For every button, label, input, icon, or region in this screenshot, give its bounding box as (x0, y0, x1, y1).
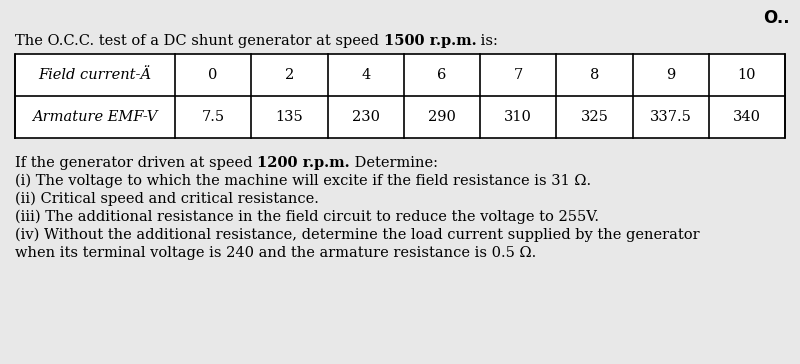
Text: 1200 r.p.m.: 1200 r.p.m. (257, 156, 350, 170)
Text: 8: 8 (590, 68, 599, 82)
Text: 325: 325 (581, 110, 608, 124)
Text: 6: 6 (437, 68, 446, 82)
Text: Armature EMF-V: Armature EMF-V (32, 110, 158, 124)
Text: 337.5: 337.5 (650, 110, 691, 124)
Text: 0: 0 (209, 68, 218, 82)
Text: 1500 r.p.m.: 1500 r.p.m. (383, 34, 476, 48)
Bar (15, 54, 785, 138)
Text: O..: O.. (763, 9, 790, 27)
Text: 10: 10 (738, 68, 756, 82)
Text: (iii) The additional resistance in the field circuit to reduce the voltage to 25: (iii) The additional resistance in the f… (15, 210, 599, 224)
Text: 340: 340 (733, 110, 761, 124)
Text: 135: 135 (275, 110, 303, 124)
Text: 230: 230 (352, 110, 380, 124)
Text: 9: 9 (666, 68, 675, 82)
Text: 290: 290 (428, 110, 456, 124)
Text: when its terminal voltage is 240 and the armature resistance is 0.5 Ω.: when its terminal voltage is 240 and the… (15, 246, 536, 260)
Text: Determine:: Determine: (350, 156, 438, 170)
Text: 7: 7 (514, 68, 522, 82)
Text: (iv) Without the additional resistance, determine the load current supplied by t: (iv) Without the additional resistance, … (15, 228, 700, 242)
Text: is:: is: (476, 34, 498, 48)
Text: 7.5: 7.5 (202, 110, 225, 124)
Text: Field current-Ä: Field current-Ä (38, 68, 151, 82)
Text: 310: 310 (504, 110, 532, 124)
Text: The O.C.C. test of a DC shunt generator at speed: The O.C.C. test of a DC shunt generator … (15, 34, 383, 48)
Text: 4: 4 (361, 68, 370, 82)
Text: (ii) Critical speed and critical resistance.: (ii) Critical speed and critical resista… (15, 192, 319, 206)
Text: (i) The voltage to which the machine will excite if the field resistance is 31 Ω: (i) The voltage to which the machine wil… (15, 174, 591, 189)
Text: 2: 2 (285, 68, 294, 82)
Text: If the generator driven at speed: If the generator driven at speed (15, 156, 257, 170)
